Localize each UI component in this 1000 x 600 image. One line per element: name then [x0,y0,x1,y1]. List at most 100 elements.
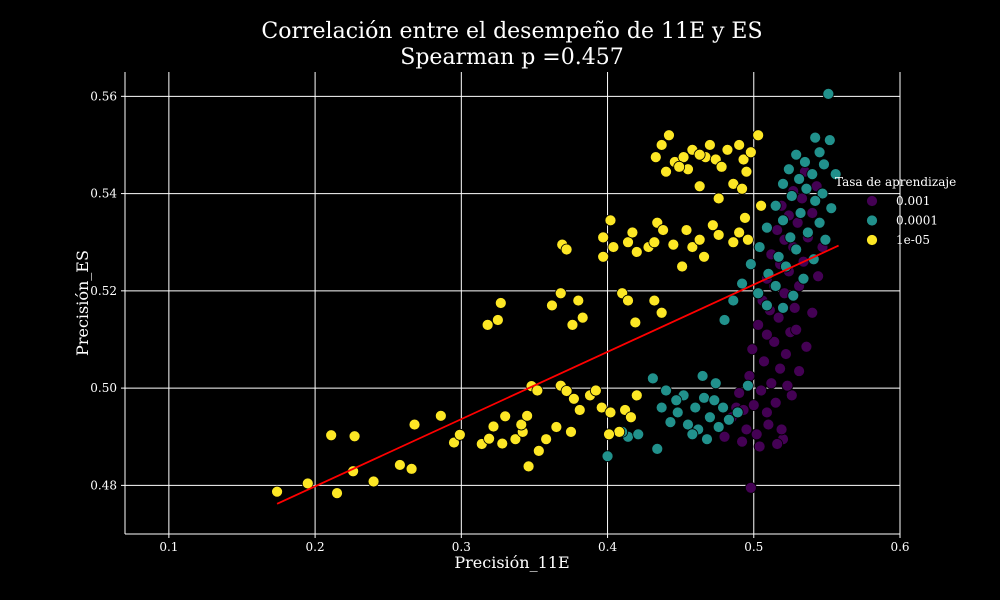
data-point [780,348,792,360]
data-point [755,199,767,212]
data-point [632,428,645,441]
data-point [737,153,750,166]
data-point [660,165,672,178]
data-point [769,396,782,409]
data-point [788,301,801,314]
data-point [796,192,808,205]
data-point [673,160,686,173]
data-point [718,314,731,326]
x-tick-label: 0.6 [890,540,909,554]
data-point [560,385,573,397]
data-point [664,416,677,429]
data-point [790,243,803,256]
data-point [394,459,406,471]
data-point [753,241,766,253]
data-point [660,384,672,397]
data-point [812,270,825,283]
data-point [663,129,675,142]
data-point [696,370,709,382]
data-point [785,389,798,402]
data-point [739,211,751,224]
data-point [629,316,642,329]
data-point [453,428,466,441]
data-point [649,151,662,164]
data-point [809,131,822,144]
data-point [758,355,770,368]
data-point [746,343,759,356]
data-point [325,429,338,442]
data-point [521,409,534,422]
data-point [515,418,528,431]
data-point [790,323,803,336]
data-point [677,151,690,164]
data-point [823,134,836,146]
data-point [772,311,785,324]
legend-marker [866,234,878,246]
data-point [731,406,744,419]
data-point [761,299,773,312]
data-point [483,432,496,445]
data-point [630,246,643,258]
data-point [622,294,634,307]
data-point [797,272,810,285]
data-point [554,287,567,300]
data-point [769,199,782,212]
data-point [733,139,746,151]
data-point [740,165,753,178]
data-point [806,207,819,219]
data-point [434,409,447,422]
data-point [736,435,748,448]
data-point [784,231,797,244]
data-point [816,187,829,200]
data-point [550,421,563,433]
y-tick-label: 0.54 [90,187,117,201]
data-point [777,214,789,227]
x-tick-label: 0.3 [452,540,471,554]
data-point [348,430,361,443]
data-point [774,362,786,375]
data-point [813,216,826,229]
data-point [603,428,615,441]
data-point [753,440,766,453]
data-point [576,311,589,324]
data-point [522,460,535,473]
data-point [727,236,740,249]
data-point [405,462,418,475]
x-tick-label: 0.4 [598,540,617,554]
data-point [686,428,699,441]
data-point [706,219,719,232]
data-point [693,148,706,161]
data-point [809,194,822,207]
data-point [704,411,716,424]
data-point [625,411,637,424]
y-tick-label: 0.52 [90,284,117,298]
data-point [573,404,586,416]
data-point [712,192,725,205]
data-point [761,406,773,419]
data-points [271,87,842,500]
data-point [712,229,725,241]
data-point [744,146,757,159]
data-point [813,146,826,159]
y-ticks: 0.48 0.50 0.52 0.54 0.56 [90,89,125,492]
data-point [686,241,699,253]
data-point [822,87,835,100]
data-point [744,481,757,494]
data-point [752,318,765,331]
regression-line [276,244,839,505]
data-point [655,306,668,319]
data-point [487,420,500,433]
data-point [743,370,756,382]
data-point [781,379,794,392]
data-point [604,214,617,227]
data-point [693,233,706,246]
data-point [721,143,734,156]
data-point [560,243,573,256]
data-point [682,418,694,431]
data-point [768,336,781,348]
data-point [825,202,838,215]
data-point [646,372,659,385]
data-point [772,250,785,263]
data-point [755,384,767,397]
